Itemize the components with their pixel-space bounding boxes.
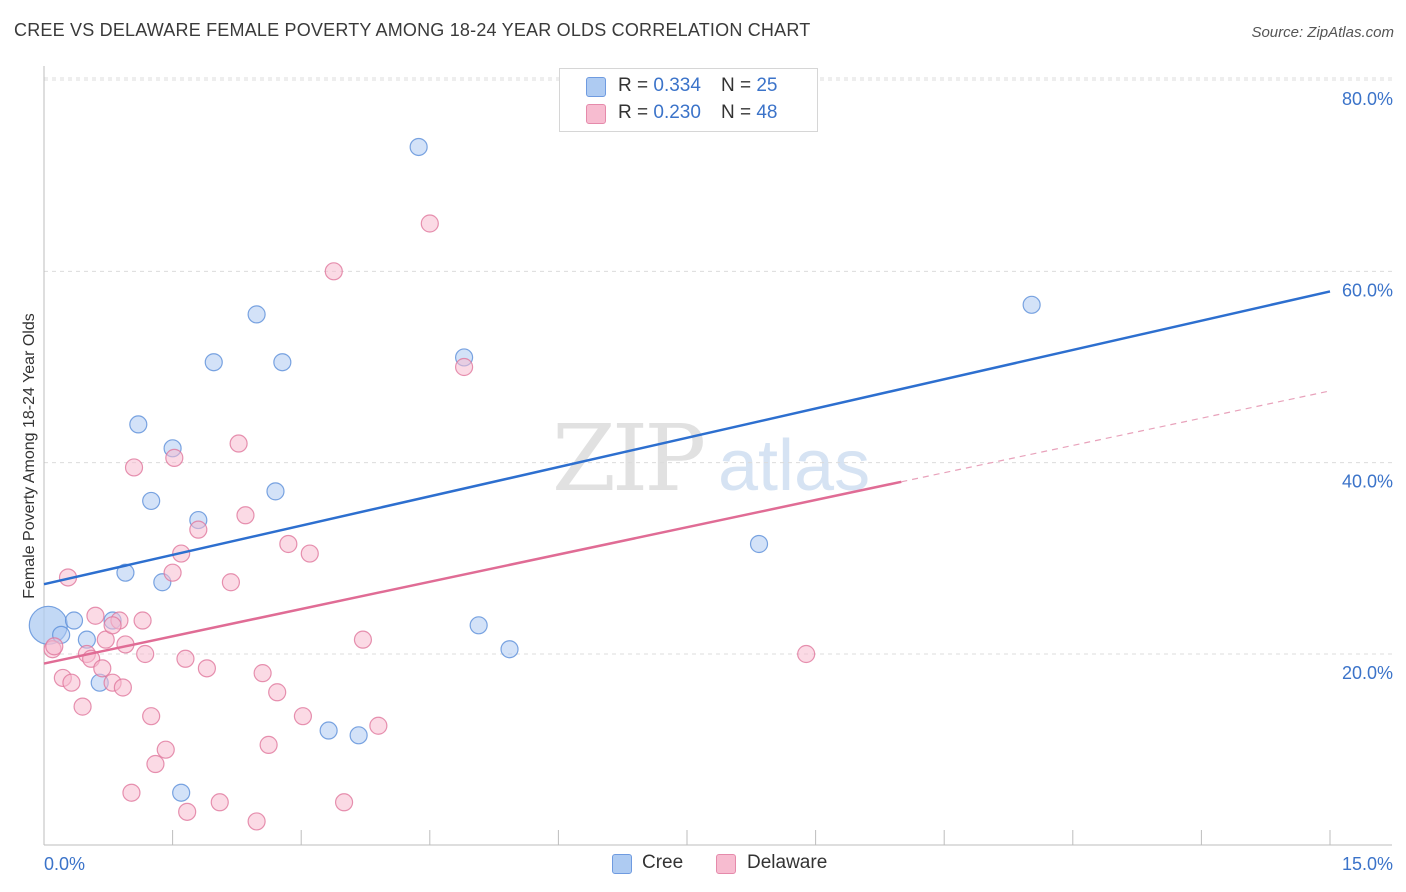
point-cree — [266, 482, 285, 501]
point-delaware — [229, 434, 248, 453]
legend-r-label: R = — [618, 75, 649, 96]
bottom-legend-label-cree: Cree — [642, 852, 684, 873]
trend-line-delaware — [43, 480, 902, 665]
point-delaware — [369, 716, 388, 735]
legend-row-delaware: R = 0.230 N = 48 — [618, 101, 777, 125]
point-cree — [749, 534, 769, 554]
bottom-legend-swatch-delaware — [716, 854, 736, 874]
point-delaware — [353, 630, 373, 649]
legend-n-label: N = — [720, 102, 752, 123]
point-delaware — [189, 520, 208, 539]
point-delaware — [142, 707, 161, 726]
y-tick-label: 40.0% — [1342, 472, 1393, 492]
watermark-zip: ZIP — [552, 405, 703, 512]
point-cree — [319, 721, 338, 740]
legend-n-label: N = — [720, 75, 752, 96]
point-cree — [1022, 295, 1041, 314]
point-delaware — [253, 664, 272, 683]
point-delaware — [122, 783, 141, 802]
y-tick-label: 80.0% — [1342, 89, 1393, 109]
point-delaware — [236, 506, 255, 525]
point-delaware — [210, 793, 229, 812]
point-cree — [64, 611, 84, 630]
legend-n-value-cree: 25 — [756, 75, 778, 96]
point-cree — [500, 640, 519, 659]
x-tick-label-min: 0.0% — [44, 854, 85, 874]
point-cree — [116, 563, 135, 582]
legend-r-value-delaware: 0.230 — [653, 102, 701, 123]
point-delaware — [103, 616, 122, 635]
legend-r-value-cree: 0.334 — [653, 75, 701, 96]
point-delaware — [324, 262, 343, 281]
point-delaware — [420, 214, 439, 233]
point-delaware — [113, 678, 132, 697]
point-cree — [409, 137, 428, 157]
point-cree — [172, 783, 191, 802]
point-delaware — [146, 754, 165, 774]
point-delaware — [156, 740, 175, 759]
trend-line-cree — [43, 290, 1331, 586]
stats-legend: R = 0.334 N = 25 R = 0.230 N = 48 — [559, 68, 818, 132]
point-delaware — [300, 544, 319, 563]
chart-title: CREE VS DELAWARE FEMALE POVERTY AMONG 18… — [14, 20, 811, 40]
point-cree — [247, 305, 266, 324]
point-cree — [349, 726, 368, 745]
point-delaware — [133, 611, 152, 630]
legend-r-label: R = — [618, 102, 649, 123]
point-delaware — [178, 802, 197, 821]
source-note: Source: ZipAtlas.com — [1251, 24, 1394, 41]
point-delaware — [293, 707, 313, 726]
point-delaware — [221, 573, 240, 592]
point-delaware — [163, 563, 182, 582]
legend-row-cree: R = 0.334 N = 25 — [618, 74, 777, 98]
legend-n-value-delaware: 48 — [756, 102, 778, 123]
point-delaware — [136, 644, 155, 664]
point-delaware — [279, 534, 298, 554]
point-delaware — [93, 659, 112, 678]
point-cree — [204, 353, 223, 372]
bottom-legend-label-delaware: Delaware — [747, 852, 828, 873]
point-delaware — [247, 812, 266, 831]
x-tick-label-max: 15.0% — [1342, 854, 1393, 874]
legend-swatch-cree — [586, 77, 606, 97]
point-cree — [142, 491, 161, 511]
point-delaware — [797, 644, 816, 664]
y-tick-label: 60.0% — [1342, 280, 1393, 300]
point-cree — [469, 616, 488, 635]
point-delaware — [62, 673, 81, 692]
point-delaware — [73, 697, 92, 716]
point-delaware — [197, 659, 216, 678]
point-delaware — [259, 735, 278, 754]
point-delaware — [165, 448, 184, 467]
point-delaware — [176, 649, 195, 668]
trend-extension-delaware — [901, 390, 1331, 483]
point-delaware — [45, 637, 64, 656]
point-delaware — [334, 793, 354, 812]
point-delaware — [268, 683, 287, 702]
legend-swatch-delaware — [586, 104, 606, 124]
bottom-legend-swatch-cree — [612, 854, 632, 874]
y-tick-label: 20.0% — [1342, 663, 1393, 683]
point-delaware — [124, 458, 144, 477]
point-delaware — [454, 357, 474, 377]
point-cree — [129, 415, 148, 434]
point-delaware — [86, 606, 105, 625]
point-cree — [273, 353, 292, 372]
